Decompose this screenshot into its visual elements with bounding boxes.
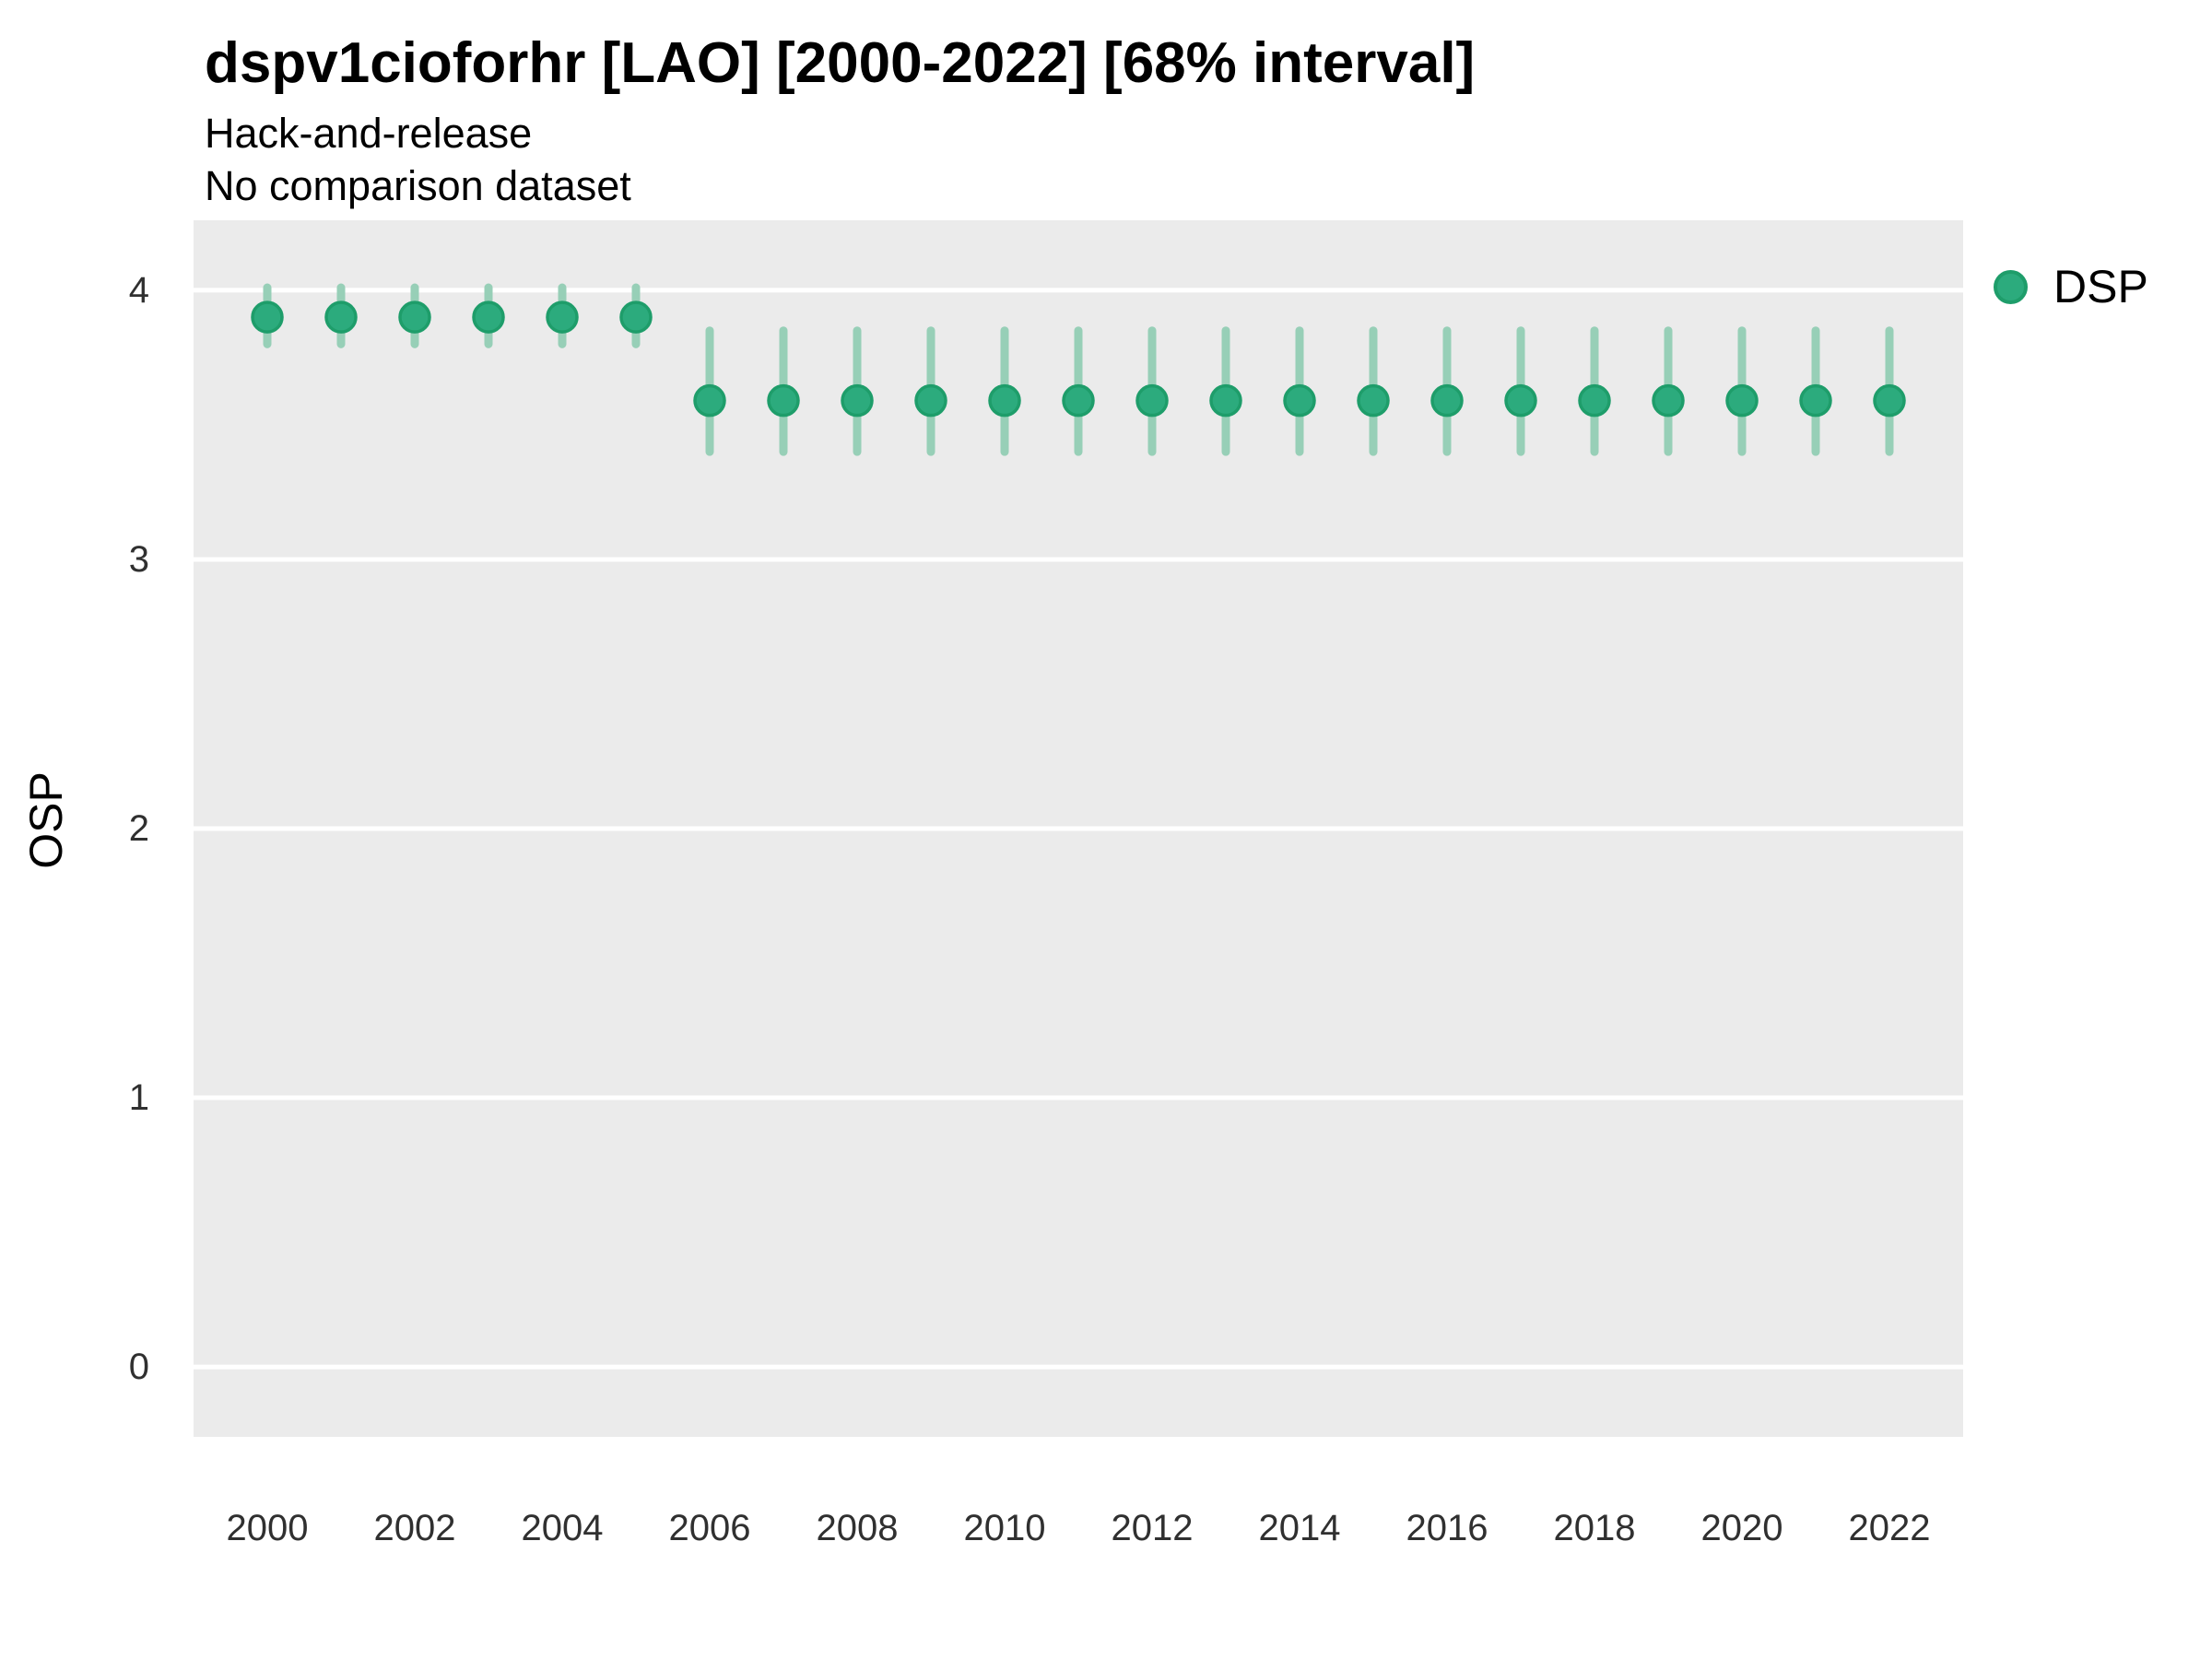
x-tick-label-2010: 2010 — [963, 1508, 1046, 1548]
y-tick-label-1: 1 — [128, 1077, 149, 1119]
legend-point-icon — [1994, 269, 2028, 304]
x-tick-label-2020: 2020 — [1700, 1508, 1783, 1548]
x-tick-label-2022: 2022 — [1848, 1508, 1931, 1548]
y-tick-label-0: 0 — [128, 1347, 149, 1388]
title-block: dspv1cioforhr [LAO] [2000-2022] [68% int… — [205, 31, 1475, 213]
x-tick-label-2008: 2008 — [816, 1508, 899, 1548]
y-tick-label-2: 2 — [128, 808, 149, 849]
plot-panel — [194, 220, 1963, 1437]
chart-title: dspv1cioforhr [LAO] [2000-2022] [68% int… — [205, 31, 1476, 95]
legend-label: DSP — [2053, 261, 2148, 312]
x-tick-label-2016: 2016 — [1406, 1508, 1488, 1548]
x-tick-label-2012: 2012 — [1111, 1508, 1194, 1548]
x-tick-label-2006: 2006 — [668, 1508, 751, 1548]
chart-subtitle: Hack-and-release — [205, 110, 533, 158]
x-tick-label-2000: 2000 — [226, 1508, 309, 1548]
y-tick-label-3: 3 — [128, 538, 149, 580]
legend: DSP — [1994, 260, 2148, 313]
y-tick-label-4: 4 — [128, 269, 149, 311]
x-tick-label-2002: 2002 — [373, 1508, 456, 1548]
x-tick-label-2014: 2014 — [1258, 1508, 1341, 1548]
x-tick-label-2004: 2004 — [521, 1508, 604, 1548]
chart-subtitle-line2: No comparison dataset — [205, 162, 631, 210]
x-tick-label-2018: 2018 — [1553, 1508, 1636, 1548]
